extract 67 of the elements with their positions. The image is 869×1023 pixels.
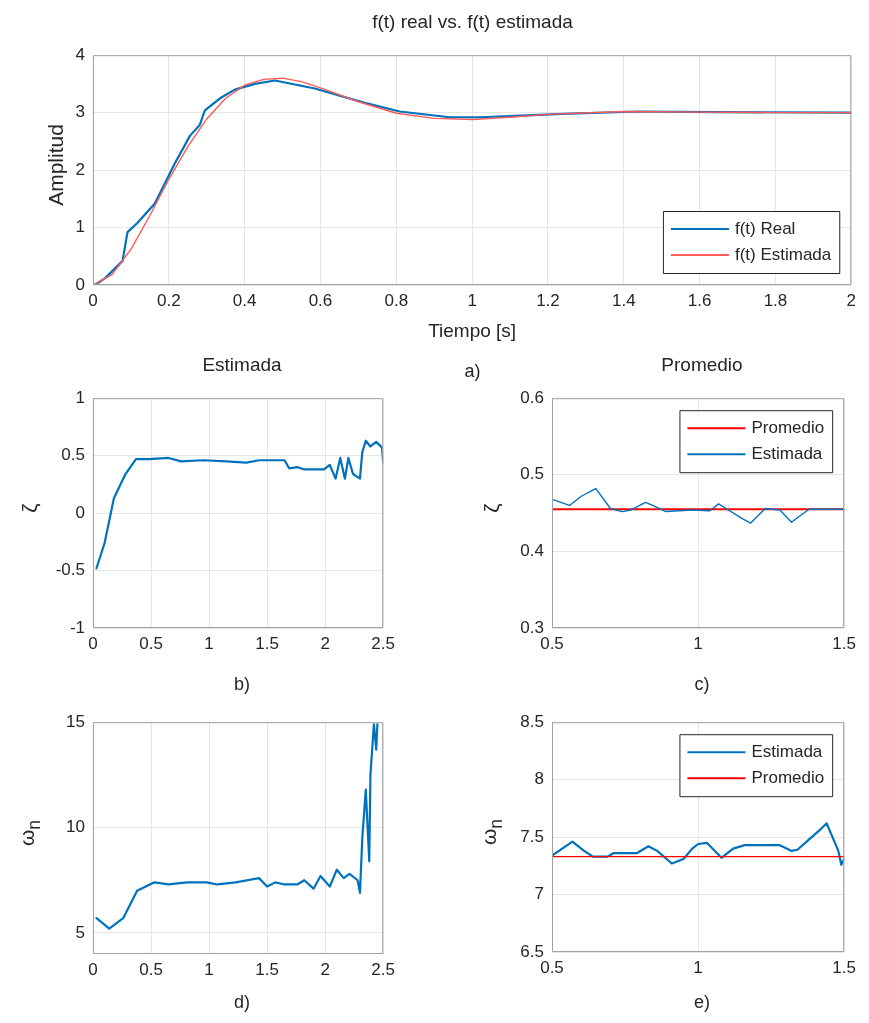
x-tick-label: 1.5: [255, 959, 279, 979]
x-tick-label: 1.2: [536, 290, 560, 310]
y-tick-label: 6.5: [520, 941, 544, 961]
x-tick-label: 1: [204, 959, 214, 979]
y-tick-label: 1: [75, 387, 85, 407]
legend-label: f(t) Real: [734, 218, 796, 238]
legend-label: f(t) Estimada: [734, 244, 832, 264]
y-tick-label: 4: [75, 44, 85, 64]
x-tick-label: 1.5: [832, 633, 856, 653]
x-axis-title: Tiempo [s]: [428, 319, 517, 341]
text: a): [464, 361, 481, 381]
x-tick-label: 2.5: [371, 959, 395, 979]
y-tick-label: 3: [75, 102, 85, 122]
x-tick-label: 0.5: [139, 633, 163, 653]
y-tick-label: 10: [66, 817, 85, 837]
legend-label: Promedio: [751, 767, 825, 787]
x-tick-label: 0: [88, 290, 98, 310]
y-tick-label: 8: [534, 769, 544, 789]
chart-title: Promedio: [660, 354, 744, 376]
y-axis-title: Amplitud: [44, 124, 68, 206]
y-tick-label: 7: [534, 884, 544, 904]
y-tick-label: 0.4: [520, 541, 544, 561]
y-tick-label: -0.5: [55, 560, 85, 580]
chart-title: f(t) real vs. f(t) estimada: [371, 11, 574, 33]
x-tick-label: 1: [693, 957, 703, 977]
legend-label: Estimada: [751, 741, 823, 761]
y-tick-label: 0: [75, 502, 85, 522]
y-tick-label: 0.5: [520, 464, 544, 484]
y-tick-label: 8.5: [520, 711, 544, 731]
text: d): [233, 992, 251, 1013]
y-axis-title: ζ: [480, 503, 504, 513]
x-tick-label: 2: [846, 290, 857, 310]
text: e): [693, 992, 711, 1013]
y-tick-label: 0.6: [520, 387, 544, 407]
x-tick-label: 2.5: [371, 633, 395, 653]
chart-title: Estimada: [201, 354, 283, 376]
text: c): [693, 674, 711, 695]
x-tick-label: 0: [88, 633, 98, 653]
x-tick-label: 1: [693, 633, 703, 653]
text: b): [233, 674, 251, 695]
y-axis-title: ζ: [18, 503, 42, 513]
x-tick-label: 0.6: [308, 290, 333, 310]
x-tick-label: 1.4: [611, 290, 636, 310]
legend-label: Estimada: [751, 443, 823, 463]
x-tick-label: 2: [320, 633, 330, 653]
y-tick-label: 2: [75, 159, 85, 179]
x-tick-label: 1: [204, 633, 214, 653]
x-tick-label: 1.5: [832, 957, 856, 977]
legend-label: Promedio: [751, 417, 825, 437]
y-tick-label: 0: [75, 274, 85, 294]
x-tick-label: 1.8: [763, 290, 788, 310]
y-tick-label: 0.5: [61, 445, 85, 465]
y-tick-label: -1: [69, 617, 85, 637]
x-tick-label: 0.5: [139, 959, 163, 979]
x-tick-label: 1: [467, 290, 477, 310]
x-tick-label: 2: [320, 959, 330, 979]
y-tick-label: 15: [66, 711, 85, 731]
x-tick-label: 0: [88, 959, 98, 979]
x-tick-label: 0.8: [384, 290, 409, 310]
x-tick-label: 0.4: [232, 290, 257, 310]
y-tick-label: 5: [75, 922, 85, 942]
y-tick-label: 0.3: [520, 617, 544, 637]
y-tick-label: 7.5: [520, 826, 544, 846]
x-tick-label: 1.6: [687, 290, 712, 310]
y-tick-label: 1: [75, 217, 85, 237]
x-tick-label: 1.5: [255, 633, 279, 653]
x-tick-label: 0.2: [157, 290, 181, 310]
